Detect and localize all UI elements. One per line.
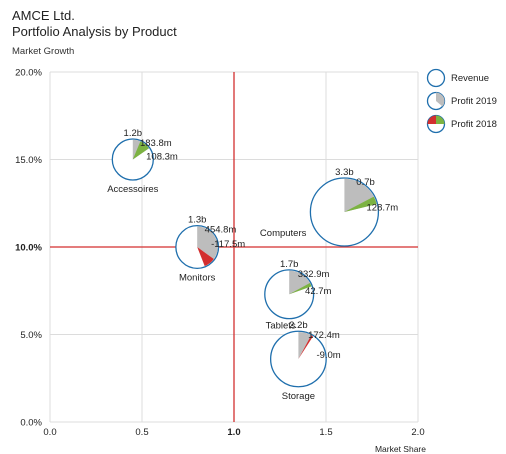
x-tick-label: 1.5 (319, 427, 332, 438)
y-tick-label: 20.0% (15, 68, 42, 79)
legend-item-revenue[interactable]: Revenue (426, 68, 497, 88)
profit-2019-label: 454.8m (205, 225, 237, 236)
profit-2018-swatch-icon (426, 114, 446, 134)
revenue-label: 1.2b (124, 128, 143, 139)
product-name-label: Accessoires (107, 184, 158, 195)
y-tick-label: 0.0% (20, 418, 42, 429)
profit-2019-wedge (298, 332, 312, 359)
product-name-label: Monitors (179, 272, 216, 283)
profit-2018-wedge (132, 141, 149, 160)
legend-label-profit-2018: Profit 2018 (451, 118, 497, 130)
profit-2018-wedge (197, 247, 214, 267)
chart-title: AMCE Ltd. Portfolio Analysis by Product (12, 8, 177, 40)
x-tick-label: 1.0 (227, 427, 240, 438)
profit-2018-label: 42.7m (305, 286, 331, 297)
profit-2019-label: 172.4m (308, 330, 340, 341)
x-tick-label: 0.5 (135, 427, 148, 438)
profit-2019-wedge (289, 270, 312, 295)
profit-2019-label: 332.9m (298, 269, 330, 280)
title: AMCE Ltd. (12, 8, 75, 23)
y-axis-label: Market Growth (12, 46, 75, 57)
profit-2019-label: 183.8m (140, 138, 172, 149)
profit-2018-label: 108.3m (146, 151, 178, 162)
profit-2018-wedge (298, 335, 313, 359)
product-name-label: Tablets (266, 321, 296, 332)
subtitle: Portfolio Analysis by Product (12, 24, 177, 39)
profit-2019-swatch-icon (426, 91, 446, 111)
profit-2019-wedge (197, 226, 218, 260)
legend-label-revenue: Revenue (451, 72, 490, 84)
profit-2018-wedge (289, 282, 312, 295)
profit-2018-label: 128.7m (367, 203, 399, 214)
revenue-swatch-icon (426, 68, 446, 88)
revenue-label: 1.3b (188, 215, 207, 226)
product-name-label: Computers (260, 228, 307, 239)
profit-2018-wedge (344, 196, 377, 212)
y-tick-label: 5.0% (20, 330, 42, 341)
x-tick-label: 0.0 (43, 427, 56, 438)
legend: Revenue Profit 2019 Profit 2018 (426, 68, 497, 137)
y-tick-label: 15.0% (15, 155, 42, 166)
x-tick-label: 2.0 (411, 427, 424, 438)
x-axis-label: Market Share (375, 444, 426, 454)
legend-item-profit-2018[interactable]: Profit 2018 (426, 114, 497, 134)
profit-2018-label: -117.5m (211, 239, 245, 250)
product-name-label: Storage (282, 391, 315, 402)
legend-item-profit-2019[interactable]: Profit 2019 (426, 91, 497, 111)
revenue-label: 1.7b (280, 259, 299, 270)
profit-2018-label: -9.0m (316, 350, 340, 361)
legend-label-profit-2019: Profit 2019 (451, 95, 497, 107)
revenue-label: 3.3b (335, 167, 354, 178)
revenue-label: 2.2b (289, 320, 308, 331)
profit-2019-label: 0.7b (356, 177, 375, 188)
y-tick-label: 10.0% (15, 243, 42, 254)
